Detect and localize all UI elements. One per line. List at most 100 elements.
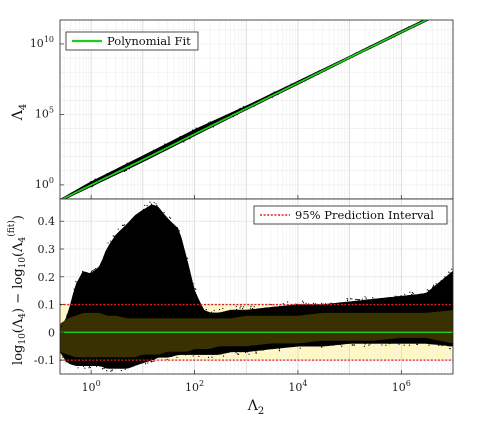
residual-point bbox=[312, 302, 315, 304]
ylabel-part-minus-log: ) − log bbox=[11, 268, 26, 313]
bottom-y-tick-label: 0.4 bbox=[38, 215, 56, 228]
residual-point bbox=[378, 298, 380, 301]
residual-point bbox=[437, 343, 439, 345]
residual-point bbox=[275, 347, 277, 349]
residual-point bbox=[235, 309, 238, 312]
top-scatter-point bbox=[273, 91, 275, 93]
top-scatter-point bbox=[167, 144, 170, 146]
ylabel-part-sub-d: 4 bbox=[18, 237, 28, 243]
top-scatter-point bbox=[277, 93, 279, 96]
residual-point bbox=[235, 308, 238, 310]
top-scatter-point bbox=[435, 15, 436, 16]
residual-point bbox=[432, 286, 434, 289]
top-scatter-point bbox=[119, 167, 122, 169]
residual-point bbox=[246, 351, 248, 353]
top-scatter-point bbox=[195, 127, 197, 129]
residual-point bbox=[398, 343, 400, 345]
residual-point bbox=[151, 360, 153, 363]
residual-point bbox=[434, 285, 436, 287]
residual-point bbox=[339, 343, 342, 346]
residual-point bbox=[353, 344, 356, 346]
residual-point bbox=[411, 293, 413, 296]
residual-point bbox=[153, 201, 155, 204]
ylabel-part-sup-fit: (fit) bbox=[6, 220, 17, 237]
residual-point bbox=[242, 306, 245, 308]
residual-point bbox=[451, 268, 453, 270]
top-scatter-point bbox=[126, 162, 128, 164]
residual-point bbox=[91, 270, 93, 272]
residual-point bbox=[321, 302, 323, 305]
residual-point bbox=[228, 351, 230, 353]
bottom-x-tick-label: 104 bbox=[288, 379, 307, 394]
residual-point bbox=[250, 305, 252, 308]
residual-point bbox=[319, 345, 322, 347]
top-y-tick-exp: 0 bbox=[49, 176, 54, 185]
residual-point bbox=[368, 344, 370, 346]
residual-point bbox=[423, 341, 425, 344]
residual-point bbox=[105, 251, 107, 254]
residual-point bbox=[142, 208, 144, 211]
residual-point bbox=[364, 299, 367, 302]
residual-point bbox=[222, 307, 224, 310]
residual-point bbox=[235, 352, 237, 354]
residual-point bbox=[412, 292, 414, 294]
residual-point bbox=[144, 204, 146, 207]
residual-point bbox=[154, 205, 156, 207]
x-axis-label-base: Λ bbox=[247, 398, 259, 414]
residual-point bbox=[149, 201, 151, 203]
residual-point bbox=[253, 306, 255, 308]
residual-point bbox=[361, 298, 363, 300]
top-scatter-point bbox=[212, 126, 214, 128]
residual-point bbox=[411, 295, 413, 297]
top-scatter-point bbox=[149, 153, 152, 155]
residual-point bbox=[394, 295, 396, 297]
residual-point bbox=[96, 364, 98, 366]
residual-point bbox=[83, 365, 85, 367]
residual-point bbox=[192, 283, 194, 285]
bottom-x-tick-label: 102 bbox=[185, 379, 204, 394]
residual-point bbox=[217, 313, 220, 315]
residual-point bbox=[358, 299, 361, 301]
residual-point bbox=[282, 346, 285, 348]
residual-point bbox=[347, 298, 349, 300]
top-scatter-point bbox=[83, 186, 85, 188]
x-tick-exp: 4 bbox=[302, 379, 307, 388]
residual-point bbox=[65, 315, 68, 318]
residual-point bbox=[279, 305, 281, 307]
bottom-y-tick-label: -0.1 bbox=[34, 354, 55, 367]
residual-point bbox=[144, 363, 147, 365]
residual-point bbox=[75, 281, 77, 283]
residual-point bbox=[439, 282, 441, 284]
residual-point bbox=[102, 368, 104, 370]
residual-point bbox=[192, 285, 194, 288]
residual-point bbox=[346, 300, 349, 302]
bottom-panel: -0.100.10.20.30.4 100 102 104 106 95% Predi… bbox=[6, 198, 454, 417]
residual-point bbox=[169, 217, 172, 219]
residual-point bbox=[449, 345, 451, 347]
x-tick-exp: 0 bbox=[96, 379, 101, 388]
residual-point bbox=[61, 325, 63, 327]
residual-point bbox=[356, 298, 358, 301]
residual-point bbox=[278, 350, 281, 352]
residual-point bbox=[305, 302, 307, 304]
residual-point bbox=[248, 353, 250, 355]
top-scatter-point bbox=[179, 136, 181, 138]
residual-point bbox=[188, 352, 190, 354]
top-scatter-point bbox=[231, 111, 234, 114]
top-scatter-point bbox=[189, 138, 191, 140]
top-scatter-point bbox=[149, 151, 152, 154]
residual-point bbox=[244, 351, 247, 353]
bottom-x-tick-label: 100 bbox=[82, 379, 101, 394]
top-scatter-point bbox=[209, 121, 211, 123]
residual-point bbox=[103, 367, 105, 369]
residual-point bbox=[421, 342, 423, 344]
top-legend-box bbox=[65, 31, 199, 51]
residual-point bbox=[95, 269, 97, 271]
residual-point bbox=[94, 268, 97, 270]
residual-point bbox=[433, 343, 435, 345]
residual-point bbox=[213, 309, 215, 312]
residual-point bbox=[81, 270, 84, 273]
top-scatter-point bbox=[123, 170, 126, 172]
residual-point bbox=[332, 344, 334, 346]
residual-point bbox=[296, 303, 298, 305]
